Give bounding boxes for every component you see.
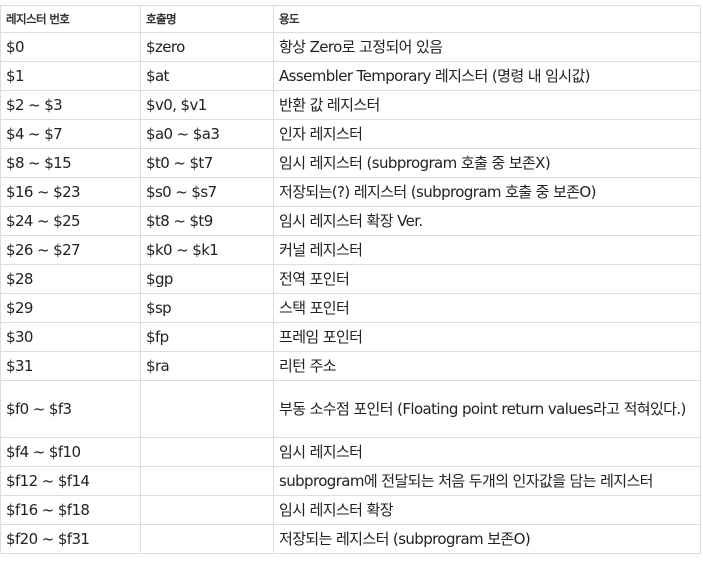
table-row: $1 $at Assembler Temporary 레지스터 (명령 내 임시…	[0, 61, 701, 91]
usage-cell: 인자 레지스터	[273, 119, 701, 149]
usage-cell: 리턴 주소	[273, 351, 701, 381]
register-number-cell: $26 ~ $27	[0, 235, 141, 265]
column-header-register-number: 레지스터 번호	[0, 5, 141, 33]
register-number-cell: $4 ~ $7	[0, 119, 141, 149]
usage-cell: Assembler Temporary 레지스터 (명령 내 임시값)	[273, 61, 701, 91]
table-row: $f0 ~ $f3 부동 소수점 포인터 (Floating point ret…	[0, 380, 701, 438]
table-row: $f16 ~ $f18 임시 레지스터 확장	[0, 495, 701, 525]
call-name-cell: $a0 ~ $a3	[140, 119, 274, 149]
register-number-cell: $8 ~ $15	[0, 148, 141, 178]
usage-cell: subprogram에 전달되는 처음 두개의 인자값을 담는 레지스터	[273, 466, 701, 496]
call-name-cell	[140, 495, 274, 525]
usage-cell: 커널 레지스터	[273, 235, 701, 265]
table-row: $26 ~ $27 $k0 ~ $k1 커널 레지스터	[0, 235, 701, 265]
table-row: $f20 ~ $f31 저장되는 레지스터 (subprogram 보존O)	[0, 524, 701, 554]
register-number-cell: $1	[0, 61, 141, 91]
table-row: $16 ~ $23 $s0 ~ $s7 저장되는(?) 레지스터 (subpro…	[0, 177, 701, 207]
table-row: $f12 ~ $f14 subprogram에 전달되는 처음 두개의 인자값을…	[0, 466, 701, 496]
call-name-cell: $ra	[140, 351, 274, 381]
table-row: $2 ~ $3 $v0, $v1 반환 값 레지스터	[0, 90, 701, 120]
column-header-call-name: 호출명	[140, 5, 274, 33]
call-name-cell: $gp	[140, 264, 274, 294]
register-number-cell: $31	[0, 351, 141, 381]
table-row: $4 ~ $7 $a0 ~ $a3 인자 레지스터	[0, 119, 701, 149]
call-name-cell: $t0 ~ $t7	[140, 148, 274, 178]
usage-cell: 임시 레지스터 (subprogram 호출 중 보존X)	[273, 148, 701, 178]
register-number-cell: $28	[0, 264, 141, 294]
column-header-usage: 용도	[273, 5, 701, 33]
register-number-cell: $0	[0, 32, 141, 62]
call-name-cell	[140, 524, 274, 554]
table-header-row: 레지스터 번호 호출명 용도	[0, 5, 701, 33]
usage-cell: 스택 포인터	[273, 293, 701, 323]
register-number-cell: $f20 ~ $f31	[0, 524, 141, 554]
table-row: $30 $fp 프레임 포인터	[0, 322, 701, 352]
call-name-cell	[140, 437, 274, 467]
usage-cell: 전역 포인터	[273, 264, 701, 294]
usage-cell: 임시 레지스터	[273, 437, 701, 467]
call-name-cell	[140, 466, 274, 496]
table-row: $31 $ra 리턴 주소	[0, 351, 701, 381]
usage-cell: 반환 값 레지스터	[273, 90, 701, 120]
call-name-cell: $s0 ~ $s7	[140, 177, 274, 207]
register-number-cell: $f0 ~ $f3	[0, 380, 141, 438]
usage-cell: 항상 Zero로 고정되어 있음	[273, 32, 701, 62]
table-row: $0 $zero 항상 Zero로 고정되어 있음	[0, 32, 701, 62]
register-number-cell: $30	[0, 322, 141, 352]
table-row: $8 ~ $15 $t0 ~ $t7 임시 레지스터 (subprogram 호…	[0, 148, 701, 178]
table-row: $28 $gp 전역 포인터	[0, 264, 701, 294]
register-table: 레지스터 번호 호출명 용도 $0 $zero 항상 Zero로 고정되어 있음…	[0, 5, 701, 554]
usage-cell: 임시 레지스터 확장 Ver.	[273, 206, 701, 236]
register-number-cell: $f4 ~ $f10	[0, 437, 141, 467]
register-number-cell: $24 ~ $25	[0, 206, 141, 236]
call-name-cell	[140, 380, 274, 438]
usage-cell: 부동 소수점 포인터 (Floating point return values…	[273, 380, 701, 438]
usage-cell: 저장되는(?) 레지스터 (subprogram 호출 중 보존O)	[273, 177, 701, 207]
register-number-cell: $16 ~ $23	[0, 177, 141, 207]
usage-cell: 저장되는 레지스터 (subprogram 보존O)	[273, 524, 701, 554]
call-name-cell: $zero	[140, 32, 274, 62]
register-number-cell: $2 ~ $3	[0, 90, 141, 120]
table-row: $29 $sp 스택 포인터	[0, 293, 701, 323]
table-row: $f4 ~ $f10 임시 레지스터	[0, 437, 701, 467]
register-number-cell: $f12 ~ $f14	[0, 466, 141, 496]
call-name-cell: $v0, $v1	[140, 90, 274, 120]
call-name-cell: $at	[140, 61, 274, 91]
call-name-cell: $t8 ~ $t9	[140, 206, 274, 236]
call-name-cell: $k0 ~ $k1	[140, 235, 274, 265]
call-name-cell: $sp	[140, 293, 274, 323]
table-row: $24 ~ $25 $t8 ~ $t9 임시 레지스터 확장 Ver.	[0, 206, 701, 236]
usage-cell: 임시 레지스터 확장	[273, 495, 701, 525]
call-name-cell: $fp	[140, 322, 274, 352]
usage-cell: 프레임 포인터	[273, 322, 701, 352]
register-number-cell: $f16 ~ $f18	[0, 495, 141, 525]
register-number-cell: $29	[0, 293, 141, 323]
